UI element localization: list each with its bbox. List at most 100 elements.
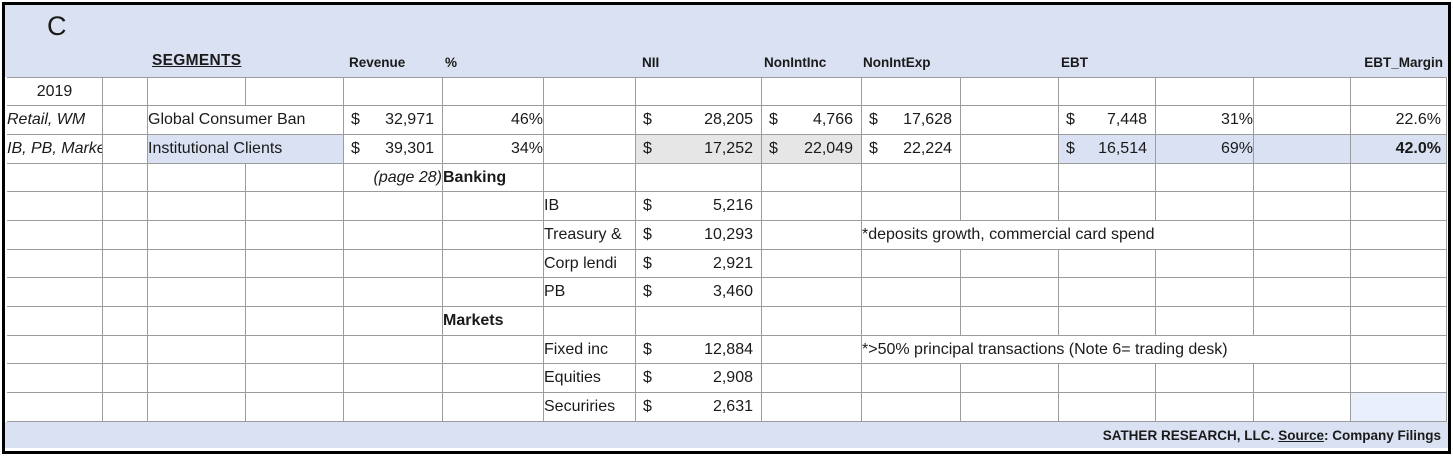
cell-subitem-label-securities[interactable]: Securiries (544, 393, 636, 422)
empty-cell[interactable] (148, 336, 246, 364)
empty-cell[interactable] (344, 192, 443, 221)
empty-cell[interactable] (544, 77, 636, 106)
cell-revenue-0[interactable]: $32,971 (344, 106, 443, 135)
empty-cell[interactable] (103, 393, 148, 422)
empty-cell[interactable] (246, 393, 344, 422)
empty-cell[interactable] (246, 221, 344, 250)
empty-cell[interactable] (1059, 364, 1156, 393)
empty-cell[interactable] (7, 336, 103, 364)
empty-cell[interactable] (443, 364, 544, 393)
empty-cell[interactable] (1351, 221, 1447, 250)
empty-cell[interactable] (1351, 278, 1447, 307)
empty-cell[interactable] (762, 278, 862, 307)
cell-subitem-value-securities[interactable]: $2,631 (636, 393, 762, 422)
empty-cell[interactable] (7, 307, 103, 336)
empty-cell[interactable] (862, 393, 961, 422)
empty-cell[interactable] (103, 278, 148, 307)
empty-cell[interactable] (246, 164, 344, 192)
empty-cell[interactable] (961, 307, 1059, 336)
cell-subitem-value-equities[interactable]: $2,908 (636, 364, 762, 393)
cell-subitem-value-treasury[interactable]: $10,293 (636, 221, 762, 250)
empty-cell[interactable] (636, 164, 762, 192)
cell-subitem-label-ib[interactable]: IB (544, 192, 636, 221)
empty-cell[interactable] (1156, 77, 1254, 106)
cell-ebt-margin-0[interactable]: 22.6% (1351, 106, 1447, 135)
col-header-pct[interactable]: % (445, 55, 458, 70)
empty-cell[interactable] (636, 307, 762, 336)
empty-cell[interactable] (1059, 192, 1156, 221)
empty-cell[interactable] (1059, 250, 1156, 278)
cell-subitem-label-fixedinc[interactable]: Fixed inc (544, 336, 636, 364)
empty-cell[interactable] (862, 250, 961, 278)
cell-nonintinc-1[interactable]: $22,049 (762, 135, 862, 164)
empty-cell[interactable] (344, 77, 443, 106)
empty-cell[interactable] (246, 364, 344, 393)
empty-cell[interactable] (544, 307, 636, 336)
empty-cell[interactable] (961, 278, 1059, 307)
empty-cell[interactable] (762, 307, 862, 336)
empty-cell[interactable] (961, 77, 1059, 106)
empty-cell[interactable] (1254, 192, 1351, 221)
cell-nonintexp-1[interactable]: $22,224 (862, 135, 961, 164)
col-header-segments[interactable]: SEGMENTS (152, 52, 242, 69)
empty-cell[interactable] (1254, 135, 1351, 164)
empty-cell[interactable] (103, 307, 148, 336)
empty-cell[interactable] (103, 364, 148, 393)
empty-cell[interactable] (544, 106, 636, 135)
empty-cell[interactable] (344, 336, 443, 364)
empty-cell[interactable] (344, 307, 443, 336)
empty-cell[interactable] (862, 77, 961, 106)
empty-cell[interactable] (246, 77, 344, 106)
empty-cell[interactable] (762, 336, 862, 364)
cell-year[interactable]: 2019 (7, 77, 103, 106)
cell-ebt-0[interactable]: $7,448 (1059, 106, 1156, 135)
empty-cell[interactable] (1156, 364, 1254, 393)
cell-nii-1[interactable]: $17,252 (636, 135, 762, 164)
empty-cell[interactable] (862, 364, 961, 393)
empty-cell[interactable] (246, 192, 344, 221)
empty-cell[interactable] (1156, 307, 1254, 336)
empty-cell[interactable] (961, 192, 1059, 221)
cell-subitem-label-treasury[interactable]: Treasury & (544, 221, 636, 250)
empty-cell[interactable] (7, 278, 103, 307)
empty-cell[interactable] (103, 250, 148, 278)
empty-cell[interactable] (148, 278, 246, 307)
empty-cell[interactable] (1351, 164, 1447, 192)
cell-subitem-value-fixedinc[interactable]: $12,884 (636, 336, 762, 364)
empty-cell[interactable] (1351, 364, 1447, 393)
empty-cell[interactable] (7, 164, 103, 192)
empty-cell[interactable] (1254, 164, 1351, 192)
cell-segment-tag-1[interactable]: IB, PB, Markets (7, 135, 103, 164)
empty-cell[interactable] (344, 278, 443, 307)
col-header-ebt-margin[interactable]: EBT_Margin (1364, 55, 1443, 70)
empty-cell[interactable] (103, 336, 148, 364)
empty-cell[interactable] (148, 192, 246, 221)
empty-cell[interactable] (443, 336, 544, 364)
cell-segment-tag-0[interactable]: Retail, WM (7, 106, 103, 135)
empty-cell[interactable] (762, 250, 862, 278)
cell-subitem-label-pb[interactable]: PB (544, 278, 636, 307)
cell-nii-0[interactable]: $28,205 (636, 106, 762, 135)
empty-cell[interactable] (1351, 336, 1447, 364)
empty-cell[interactable] (961, 393, 1059, 422)
empty-cell[interactable] (1059, 77, 1156, 106)
empty-cell[interactable] (762, 77, 862, 106)
cell-revenue-pct-0[interactable]: 46% (443, 106, 544, 135)
col-header-ebt[interactable]: EBT (1061, 55, 1088, 70)
col-header-nonintexp[interactable]: NonIntExp (863, 55, 931, 70)
empty-cell[interactable] (1351, 192, 1447, 221)
empty-cell[interactable] (148, 250, 246, 278)
empty-cell[interactable] (1254, 307, 1351, 336)
empty-cell[interactable] (1156, 393, 1254, 422)
empty-cell[interactable] (7, 221, 103, 250)
empty-cell[interactable] (344, 221, 443, 250)
empty-cell[interactable] (148, 221, 246, 250)
empty-cell[interactable] (443, 192, 544, 221)
empty-cell[interactable] (443, 250, 544, 278)
cell-page-note[interactable]: (page 28) (344, 164, 443, 192)
empty-cell[interactable] (7, 393, 103, 422)
empty-cell[interactable] (1351, 307, 1447, 336)
empty-cell[interactable] (762, 393, 862, 422)
empty-cell[interactable] (1059, 278, 1156, 307)
col-header-nii[interactable]: NII (642, 55, 660, 70)
